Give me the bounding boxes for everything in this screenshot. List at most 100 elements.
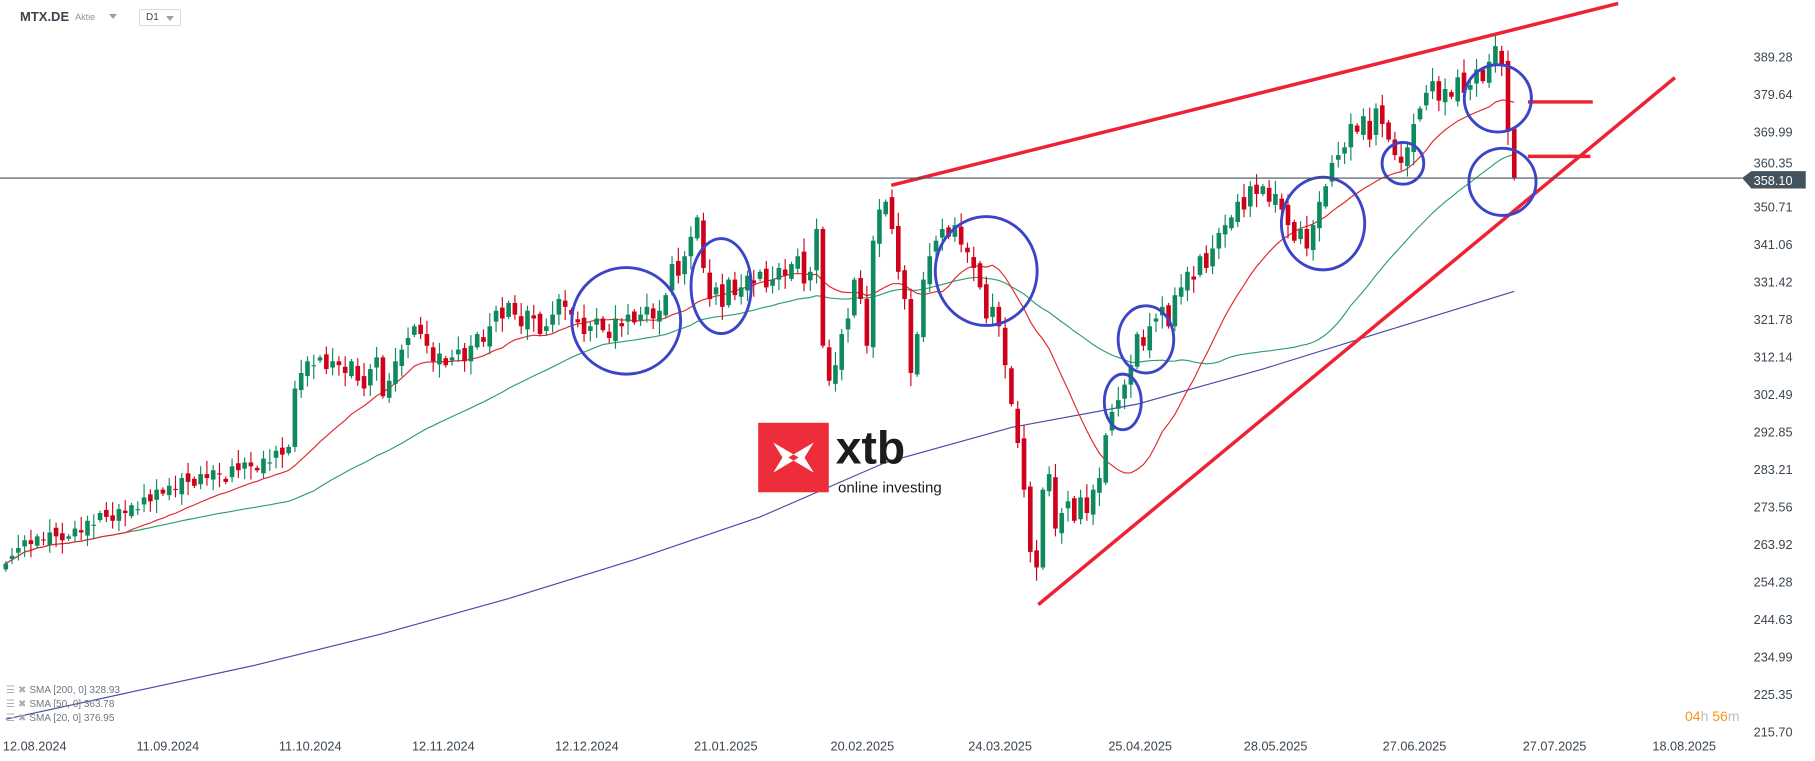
candle-body <box>1430 81 1435 92</box>
candle-body <box>1486 61 1492 83</box>
candle-body <box>34 536 40 546</box>
close-icon[interactable]: ✖ <box>17 699 27 710</box>
candle-body <box>1499 50 1505 66</box>
timeframe-select[interactable]: D1 <box>139 9 181 26</box>
candle <box>1002 317 1008 379</box>
annotation-circle <box>1467 146 1538 217</box>
candle <box>669 256 675 296</box>
candle <box>493 305 499 333</box>
candle <box>1147 313 1153 359</box>
candle <box>713 282 719 305</box>
candle <box>380 355 386 399</box>
candle-body <box>1511 128 1517 179</box>
candle <box>97 510 103 523</box>
candle-body <box>1059 513 1065 534</box>
chevron-down-icon <box>109 14 118 19</box>
x-tick-label: 11.10.2024 <box>279 739 342 754</box>
candle-body <box>833 365 838 384</box>
current-price-label: 358.10 <box>1754 173 1793 188</box>
y-tick-label: 369.99 <box>1754 124 1793 139</box>
menu-icon[interactable]: ☰ <box>6 699 15 710</box>
candle <box>720 273 725 321</box>
menu-icon[interactable]: ☰ <box>6 713 15 724</box>
candle-body <box>210 470 216 480</box>
candle <box>1065 490 1071 522</box>
candle <box>638 306 643 326</box>
candle-body <box>914 334 920 375</box>
candle <box>1210 235 1215 275</box>
candle <box>462 343 467 372</box>
x-tick-label: 28.05.2025 <box>1244 739 1308 754</box>
candle-body <box>28 540 34 545</box>
candle <box>971 246 977 282</box>
candle-body <box>575 319 581 323</box>
candle-body <box>1071 498 1077 521</box>
candle-body <box>807 271 813 281</box>
candle <box>1442 78 1448 116</box>
candle <box>317 355 323 363</box>
menu-icon[interactable]: ☰ <box>6 685 15 696</box>
candle <box>1027 481 1033 563</box>
candle <box>1078 489 1083 525</box>
svg-text:xtb: xtb <box>836 421 905 473</box>
candle-body <box>3 563 9 570</box>
candle-body <box>487 326 493 347</box>
candle <box>349 358 354 379</box>
candle <box>1071 495 1077 524</box>
candle-body <box>60 533 65 541</box>
x-tick-label: 21.01.2025 <box>694 739 758 754</box>
candle <box>1405 142 1410 177</box>
candle <box>361 362 367 397</box>
candle-body <box>217 473 222 475</box>
candle-body <box>1015 408 1021 443</box>
candle-body <box>1166 305 1171 327</box>
candle <box>1166 302 1171 329</box>
candle <box>701 212 706 273</box>
candle-body <box>707 272 713 300</box>
candle <box>745 270 750 301</box>
candle-body <box>412 326 417 335</box>
symbol-selector[interactable]: MTX.DE Aktie <box>20 9 118 24</box>
candle-body <box>1216 232 1222 249</box>
y-tick-label: 234.99 <box>1754 650 1793 665</box>
y-tick-label: 283.21 <box>1754 462 1793 477</box>
candle-body <box>688 236 694 257</box>
x-tick-label: 25.04.2025 <box>1108 739 1172 754</box>
sma50-line <box>5 153 1515 565</box>
candle <box>336 356 342 376</box>
candle-body <box>1317 201 1322 229</box>
candle <box>1134 331 1140 370</box>
candle <box>1185 266 1190 301</box>
candle <box>1034 539 1039 581</box>
candle <box>298 359 304 398</box>
candle-body <box>1241 197 1247 210</box>
x-tick-label: 27.06.2025 <box>1383 739 1447 754</box>
candle <box>1247 181 1253 217</box>
candle-body <box>154 489 159 500</box>
candle <box>1317 191 1322 242</box>
close-icon[interactable]: ✖ <box>17 685 27 696</box>
candle-body <box>261 458 266 474</box>
candle <box>229 458 235 483</box>
candle <box>1122 379 1127 410</box>
candle <box>34 534 40 549</box>
candle-body <box>1493 46 1498 65</box>
candle <box>820 226 826 349</box>
candle <box>1417 106 1423 122</box>
candle <box>355 358 361 386</box>
candle <box>292 380 298 452</box>
close-icon[interactable]: ✖ <box>17 713 27 724</box>
legend-label: SMA [50, 0] 363.78 <box>29 699 115 710</box>
candle-body <box>776 267 782 280</box>
candle-body <box>537 313 543 335</box>
candle <box>393 348 398 392</box>
candle <box>1178 274 1184 305</box>
candle <box>437 343 442 378</box>
candle-body <box>1505 60 1511 132</box>
candle-body <box>1442 88 1448 103</box>
candle <box>807 266 813 291</box>
candle <box>1273 180 1278 213</box>
candle-body <box>166 485 172 496</box>
candle <box>839 329 845 381</box>
